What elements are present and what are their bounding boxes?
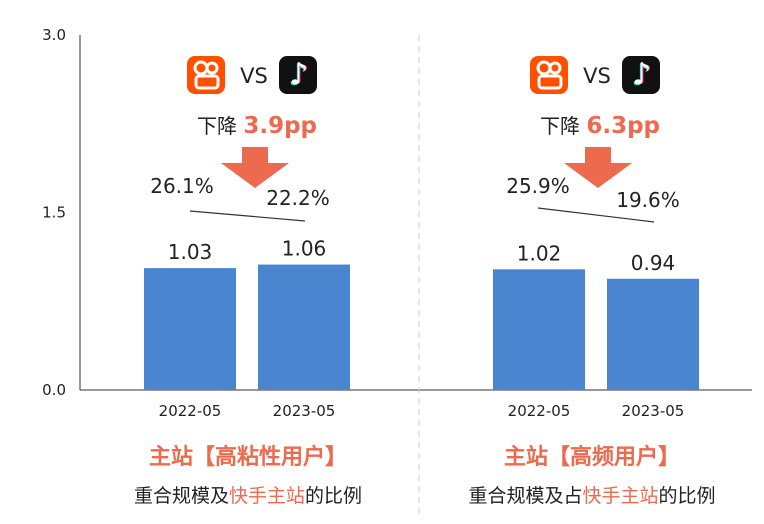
decline-prefix: 下降 <box>540 114 586 138</box>
x-tick-label: 2022-05 <box>159 402 222 420</box>
douyin-logo-icon: ♪ <box>290 57 309 92</box>
panel-title: 主站【高频用户】 <box>504 444 680 470</box>
bar <box>493 269 585 390</box>
share-trend-line <box>537 207 655 223</box>
bar <box>607 278 699 390</box>
douyin-logo-icon: ♪ <box>288 58 307 93</box>
douyin-logo-icon: ♪ <box>631 58 650 93</box>
y-tick-label: 1.5 <box>42 204 66 222</box>
share-percentage-label: 22.2% <box>266 186 330 210</box>
subtitle-pre: 重合规模及 <box>134 485 229 507</box>
decline-value: 6.3pp <box>586 113 660 139</box>
subtitle-post: 的比例 <box>305 485 362 507</box>
douyin-logo-icon <box>622 56 660 94</box>
subtitle-post: 的比例 <box>659 485 716 507</box>
x-tick-label: 2023-05 <box>622 402 685 420</box>
douyin-logo-icon <box>279 56 317 94</box>
decline-label: 下降 3.9pp <box>197 113 317 139</box>
douyin-logo-icon: ♪ <box>633 57 652 92</box>
share-percentage-label: 26.1% <box>150 174 214 198</box>
bar-value-label: 1.02 <box>517 241 562 265</box>
decline-label: 下降 6.3pp <box>540 113 660 139</box>
panel-subtitle: 重合规模及占快手主站的比例 <box>468 485 715 507</box>
bar-value-label: 0.94 <box>631 251 676 275</box>
kuaishou-logo-icon <box>537 74 563 90</box>
panel-subtitle: 重合规模及快手主站的比例 <box>134 485 362 507</box>
share-trend-line <box>189 210 306 222</box>
subtitle-highlight: 快手主站 <box>229 485 305 507</box>
y-tick-label: 3.0 <box>42 26 66 44</box>
share-percentage-label: 25.9% <box>506 174 570 198</box>
decline-value: 3.9pp <box>243 113 317 139</box>
douyin-logo-icon: ♪ <box>289 57 308 92</box>
subtitle-highlight: 快手主站 <box>582 485 658 507</box>
bar-value-label: 1.03 <box>168 240 213 264</box>
x-tick-label: 2022-05 <box>508 402 571 420</box>
down-arrow-icon <box>221 147 289 188</box>
decline-prefix: 下降 <box>197 114 243 138</box>
panel-title: 主站【高粘性用户】 <box>149 444 347 470</box>
vs-text: VS <box>240 64 268 88</box>
kuaishou-logo-icon <box>205 61 219 75</box>
down-arrow-icon <box>564 147 632 188</box>
y-tick-label: 0.0 <box>42 381 66 399</box>
x-tick-label: 2023-05 <box>273 402 336 420</box>
bar-value-label: 1.06 <box>282 237 327 261</box>
subtitle-pre: 重合规模及占 <box>468 485 582 507</box>
douyin-logo-icon: ♪ <box>632 57 651 92</box>
kuaishou-logo-icon <box>548 61 562 75</box>
vs-text: VS <box>583 64 611 88</box>
share-percentage-label: 19.6% <box>616 188 680 212</box>
bar <box>144 268 236 390</box>
bar <box>258 264 350 390</box>
kuaishou-logo-icon <box>194 74 220 90</box>
